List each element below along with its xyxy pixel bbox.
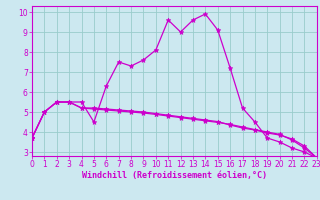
X-axis label: Windchill (Refroidissement éolien,°C): Windchill (Refroidissement éolien,°C) — [82, 171, 267, 180]
